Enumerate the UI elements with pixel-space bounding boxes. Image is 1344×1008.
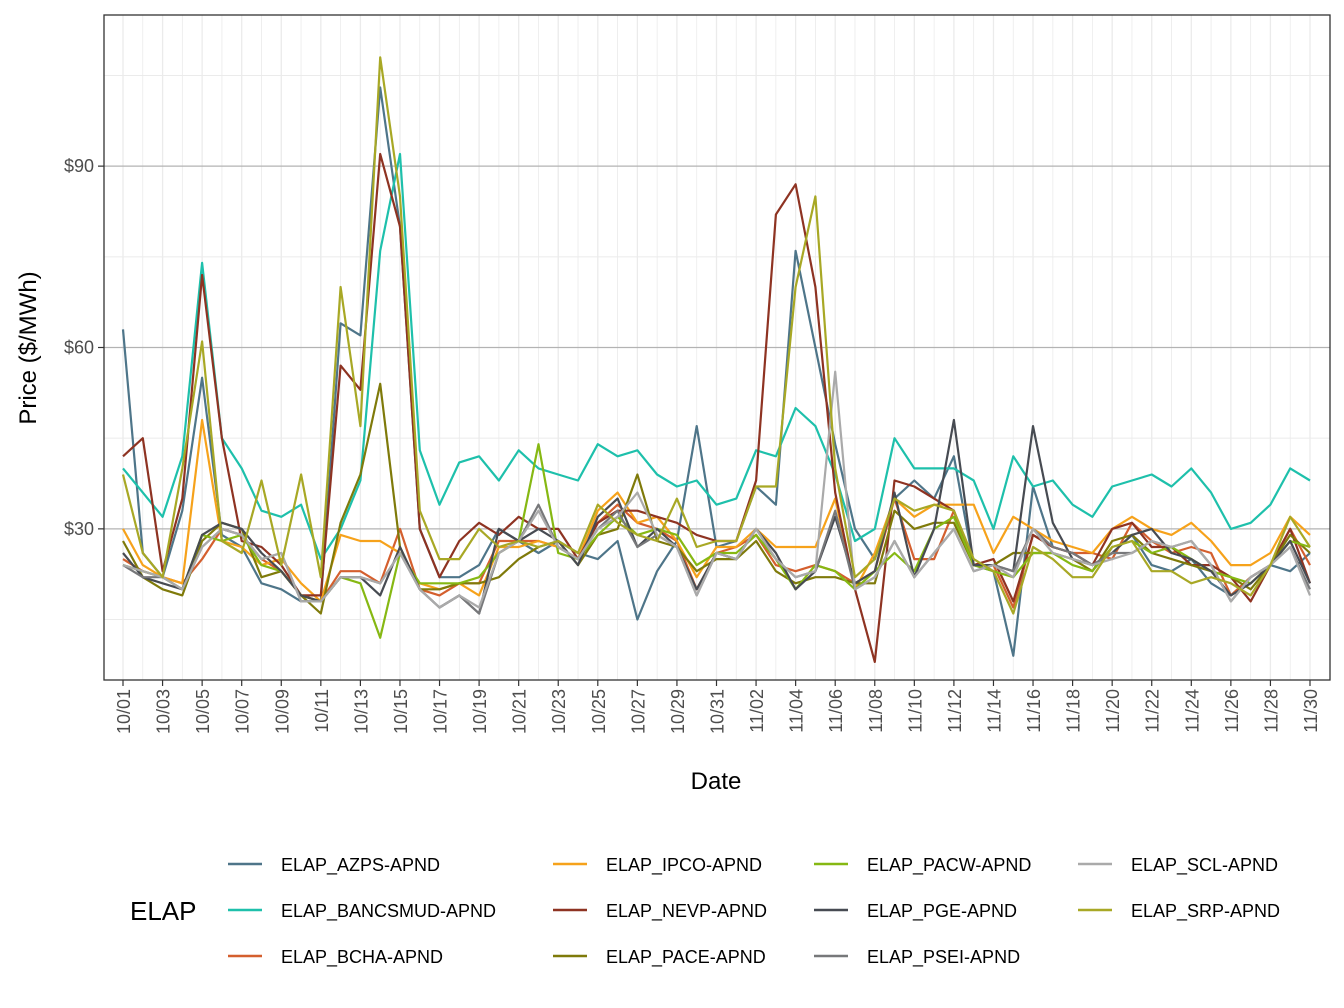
legend-label: ELAP_BCHA-APND xyxy=(281,947,443,968)
x-tick-label: 11/20 xyxy=(1103,689,1123,733)
legend-item: ELAP_BANCSMUD-APND xyxy=(228,901,496,922)
legend-label: ELAP_PGE-APND xyxy=(867,901,1017,922)
legend: ELAP ELAP_AZPS-APND ELAP_BANCSMUD-APND ELA… xyxy=(130,855,1280,968)
x-tick-label: 10/29 xyxy=(668,689,688,734)
x-tick-label: 11/04 xyxy=(787,689,807,733)
x-tick-label: 11/30 xyxy=(1301,689,1321,733)
legend-item: ELAP_SCL-APND xyxy=(1078,855,1278,876)
y-tick-label: $60 xyxy=(64,338,94,358)
x-tick-label: 11/18 xyxy=(1064,689,1084,733)
x-axis-title: Date xyxy=(691,768,742,795)
legend-item: ELAP_BCHA-APND xyxy=(228,947,443,968)
legend-item: ELAP_PSEI-APND xyxy=(814,947,1020,968)
x-tick-label: 10/11 xyxy=(312,689,332,733)
x-tick-label: 10/25 xyxy=(589,689,609,734)
legend-label: ELAP_NEVP-APND xyxy=(606,901,767,922)
x-tick-label: 11/10 xyxy=(905,689,925,733)
series-line-elap-pace-apnd xyxy=(122,382,1311,615)
plot-panel xyxy=(104,15,1330,680)
legend-label: ELAP_PACE-APND xyxy=(606,947,766,968)
series-line-elap-scl-apnd xyxy=(122,370,1312,609)
x-tick-label: 10/21 xyxy=(510,689,530,734)
x-tick-label: 10/07 xyxy=(233,689,253,734)
x-tick-label: 11/24 xyxy=(1182,689,1202,733)
series-lines xyxy=(121,56,1312,664)
x-tick-label: 10/13 xyxy=(351,689,371,734)
x-tick-label: 10/27 xyxy=(628,689,648,734)
legend-label: ELAP_BANCSMUD-APND xyxy=(281,901,496,922)
legend-item: ELAP_NEVP-APND xyxy=(553,901,767,922)
legend-item: ELAP_SRP-APND xyxy=(1078,901,1280,922)
series-line-elap-srp-apnd xyxy=(121,56,1311,615)
x-tick-label: 11/28 xyxy=(1261,689,1281,733)
x-tick-label: 10/01 xyxy=(114,689,134,734)
x-tick-label: 11/08 xyxy=(866,689,886,733)
legend-label: ELAP_AZPS-APND xyxy=(281,855,440,876)
x-tick-label: 11/22 xyxy=(1143,689,1163,733)
x-tick-label: 10/09 xyxy=(272,689,292,734)
series-line-elap-bancsmud-apnd xyxy=(122,152,1311,561)
y-tick-label: $90 xyxy=(64,156,94,176)
x-tick-label: 10/19 xyxy=(470,689,490,734)
x-tick-label: 10/31 xyxy=(708,689,728,734)
legend-item: ELAP_PACE-APND xyxy=(553,947,766,968)
x-tick-label: 10/05 xyxy=(193,689,213,734)
x-tick-label: 10/03 xyxy=(154,689,174,734)
x-axis: 10/01 10/03 10/05 10/07 10/09 10/11 10/13 10/15… xyxy=(114,680,1321,734)
x-tick-label: 11/06 xyxy=(826,689,846,733)
x-tick-label: 11/16 xyxy=(1024,689,1044,733)
x-tick-label: 11/26 xyxy=(1222,689,1242,733)
y-tick-label: $30 xyxy=(64,519,94,539)
x-tick-label: 10/23 xyxy=(549,689,569,734)
legend-item: ELAP_PGE-APND xyxy=(814,901,1017,922)
legend-label: ELAP_SCL-APND xyxy=(1131,855,1278,876)
x-tick-label: 10/17 xyxy=(431,689,451,734)
legend-item: ELAP_PACW-APND xyxy=(814,855,1031,876)
y-axis-title: Price ($/MWh) xyxy=(15,271,42,424)
x-tick-label: 11/02 xyxy=(747,689,767,733)
legend-label: ELAP_PSEI-APND xyxy=(867,947,1020,968)
x-tick-label: 11/12 xyxy=(945,689,965,733)
legend-title: ELAP xyxy=(130,896,197,926)
legend-item: ELAP_IPCO-APND xyxy=(553,855,762,876)
legend-label: ELAP_PACW-APND xyxy=(867,855,1031,876)
x-tick-label: 10/15 xyxy=(391,689,411,734)
x-tick-label: 11/14 xyxy=(985,689,1005,733)
legend-label: ELAP_SRP-APND xyxy=(1131,901,1280,922)
legend-label: ELAP_IPCO-APND xyxy=(606,855,762,876)
legend-item: ELAP_AZPS-APND xyxy=(228,855,440,876)
y-axis: $30 $60 $90 xyxy=(64,156,104,539)
